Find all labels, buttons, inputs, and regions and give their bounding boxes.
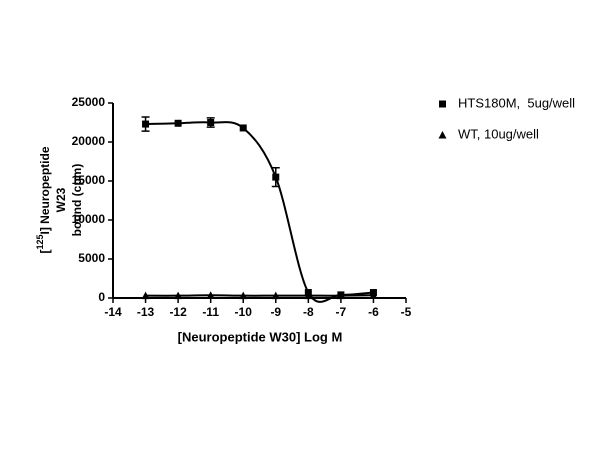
data-point (174, 119, 182, 127)
x-tick-label: -10 (235, 305, 253, 319)
y-axis-label: [125I] Neuropeptide W23 bound (cpm) (35, 146, 84, 253)
y-label-line2: W23 (54, 187, 68, 212)
y-tick-label: 10000 (72, 212, 106, 226)
x-tick-label: -14 (104, 305, 122, 319)
fit-line (145, 121, 374, 303)
y-tick-label: 25000 (72, 95, 106, 109)
y-tick-label: 0 (98, 290, 105, 304)
y-label-line1: [125I] Neuropeptide (35, 146, 52, 253)
x-tick-label: -7 (336, 305, 347, 319)
x-tick-label: -9 (270, 305, 281, 319)
data-point (369, 291, 378, 299)
y-label-rest: I] Neuropeptide (38, 146, 52, 234)
data-point (271, 291, 280, 300)
data-point (272, 173, 280, 181)
y-label-sup: 125 (35, 234, 45, 249)
x-tick-label: -12 (169, 305, 187, 319)
x-tick-label: -5 (401, 305, 412, 319)
data-point (336, 291, 345, 300)
y-tick-label: 20000 (72, 134, 106, 148)
legend-marker (439, 100, 446, 108)
y-tick-label: 5000 (78, 251, 105, 265)
x-tick-label: -13 (137, 305, 155, 319)
x-tick-label: -6 (368, 305, 379, 319)
data-point (304, 291, 313, 300)
data-point (239, 291, 248, 300)
legend-label: WT, 10ug/well (458, 126, 539, 141)
x-axis-label: [Neuropeptide W30] Log M (178, 329, 343, 344)
legend-marker (438, 131, 447, 139)
legend-label: HTS180M, 5ug/well (458, 95, 575, 110)
y-tick-label: 15000 (72, 173, 106, 187)
data-point (142, 120, 150, 128)
data-point (206, 291, 215, 299)
y-label-line3: bound (cpm) (70, 164, 84, 237)
data-point (174, 291, 183, 300)
y-label-open: [ (38, 250, 52, 254)
data-point (141, 291, 150, 300)
data-point (239, 124, 247, 132)
x-tick-label: -8 (303, 305, 314, 319)
data-point (207, 119, 215, 126)
x-tick-label: -11 (202, 305, 219, 319)
